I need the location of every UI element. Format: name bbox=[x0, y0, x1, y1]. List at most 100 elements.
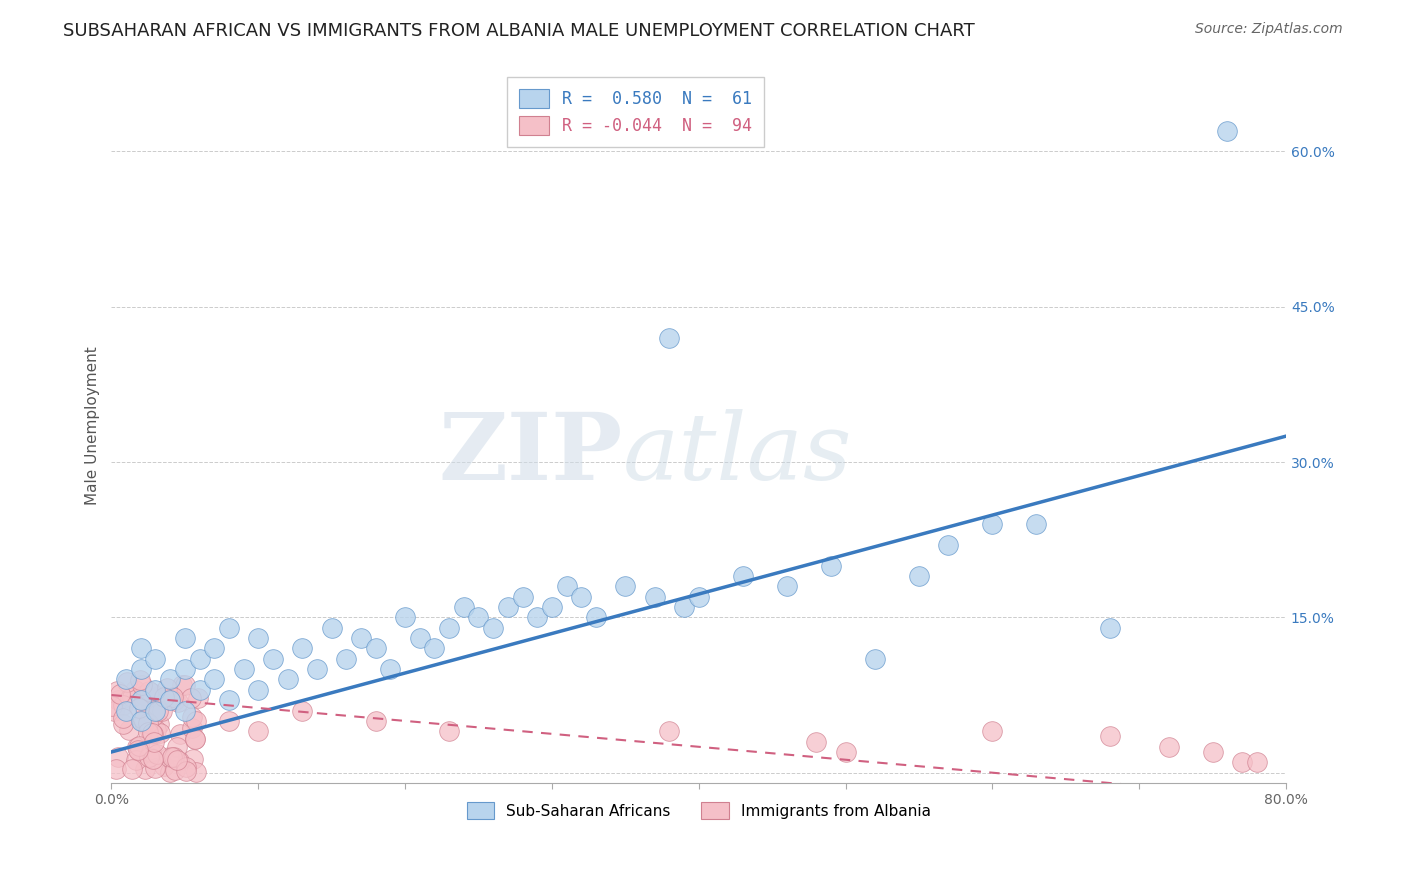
Point bbox=[166, 753, 188, 767]
Point bbox=[1098, 621, 1121, 635]
Point bbox=[166, 695, 188, 709]
Point bbox=[981, 517, 1004, 532]
Point bbox=[180, 691, 202, 706]
Point bbox=[145, 682, 167, 697]
Point bbox=[153, 759, 176, 773]
Text: ZIP: ZIP bbox=[439, 409, 623, 500]
Point bbox=[180, 710, 202, 724]
Point bbox=[129, 662, 152, 676]
Point bbox=[108, 687, 131, 701]
Point bbox=[673, 599, 696, 614]
Point bbox=[128, 744, 150, 758]
Point bbox=[262, 652, 284, 666]
Point bbox=[188, 682, 211, 697]
Point bbox=[409, 631, 432, 645]
Point bbox=[125, 753, 148, 767]
Point bbox=[142, 752, 165, 766]
Point bbox=[131, 712, 153, 726]
Point bbox=[121, 762, 143, 776]
Text: SUBSAHARAN AFRICAN VS IMMIGRANTS FROM ALBANIA MALE UNEMPLOYMENT CORRELATION CHAR: SUBSAHARAN AFRICAN VS IMMIGRANTS FROM AL… bbox=[63, 22, 974, 40]
Point bbox=[112, 711, 135, 725]
Point bbox=[526, 610, 548, 624]
Point bbox=[183, 731, 205, 746]
Point bbox=[394, 610, 416, 624]
Point bbox=[129, 714, 152, 728]
Point bbox=[163, 763, 186, 777]
Point bbox=[183, 752, 205, 766]
Point bbox=[121, 690, 143, 704]
Point bbox=[136, 716, 159, 731]
Point bbox=[569, 590, 592, 604]
Point bbox=[152, 690, 174, 705]
Point bbox=[160, 691, 183, 706]
Point bbox=[187, 691, 209, 706]
Point bbox=[731, 569, 754, 583]
Point bbox=[202, 673, 225, 687]
Point bbox=[512, 590, 534, 604]
Point bbox=[658, 331, 681, 345]
Text: Source: ZipAtlas.com: Source: ZipAtlas.com bbox=[1195, 22, 1343, 37]
Point bbox=[247, 631, 270, 645]
Point bbox=[1025, 517, 1047, 532]
Point bbox=[188, 652, 211, 666]
Point bbox=[141, 726, 163, 740]
Point bbox=[247, 724, 270, 739]
Point bbox=[981, 724, 1004, 739]
Point bbox=[174, 678, 197, 692]
Point bbox=[291, 641, 314, 656]
Point bbox=[138, 684, 160, 698]
Point bbox=[118, 723, 141, 737]
Point bbox=[127, 743, 149, 757]
Point bbox=[142, 709, 165, 723]
Point bbox=[143, 760, 166, 774]
Point bbox=[277, 673, 299, 687]
Point bbox=[136, 724, 159, 739]
Point bbox=[202, 641, 225, 656]
Point bbox=[174, 764, 197, 778]
Point bbox=[120, 691, 142, 706]
Point bbox=[145, 723, 167, 737]
Text: atlas: atlas bbox=[623, 409, 852, 500]
Point bbox=[218, 693, 240, 707]
Point bbox=[834, 745, 856, 759]
Point bbox=[936, 538, 959, 552]
Point bbox=[173, 662, 195, 676]
Point bbox=[149, 726, 172, 740]
Y-axis label: Male Unemployment: Male Unemployment bbox=[86, 346, 100, 505]
Point bbox=[128, 700, 150, 714]
Point bbox=[150, 704, 173, 718]
Point bbox=[776, 579, 799, 593]
Point bbox=[174, 760, 197, 774]
Point bbox=[128, 739, 150, 754]
Point bbox=[291, 704, 314, 718]
Point bbox=[115, 673, 138, 687]
Point bbox=[141, 745, 163, 759]
Point bbox=[132, 693, 155, 707]
Point bbox=[145, 652, 167, 666]
Point bbox=[555, 579, 578, 593]
Point bbox=[129, 673, 152, 688]
Point bbox=[644, 590, 666, 604]
Point bbox=[156, 681, 179, 695]
Point bbox=[162, 690, 184, 705]
Point bbox=[125, 739, 148, 754]
Point bbox=[100, 698, 122, 713]
Point bbox=[1230, 756, 1253, 770]
Point bbox=[184, 732, 207, 747]
Point bbox=[437, 621, 460, 635]
Point bbox=[173, 631, 195, 645]
Point bbox=[1201, 745, 1223, 759]
Point bbox=[482, 621, 505, 635]
Point bbox=[423, 641, 446, 656]
Point bbox=[141, 698, 163, 713]
Point bbox=[159, 693, 181, 707]
Point bbox=[163, 750, 186, 764]
Point bbox=[453, 599, 475, 614]
Point bbox=[112, 698, 135, 712]
Point bbox=[146, 704, 169, 718]
Point bbox=[1157, 739, 1180, 754]
Point bbox=[247, 682, 270, 697]
Point bbox=[820, 558, 842, 573]
Point bbox=[138, 750, 160, 764]
Point bbox=[1098, 730, 1121, 744]
